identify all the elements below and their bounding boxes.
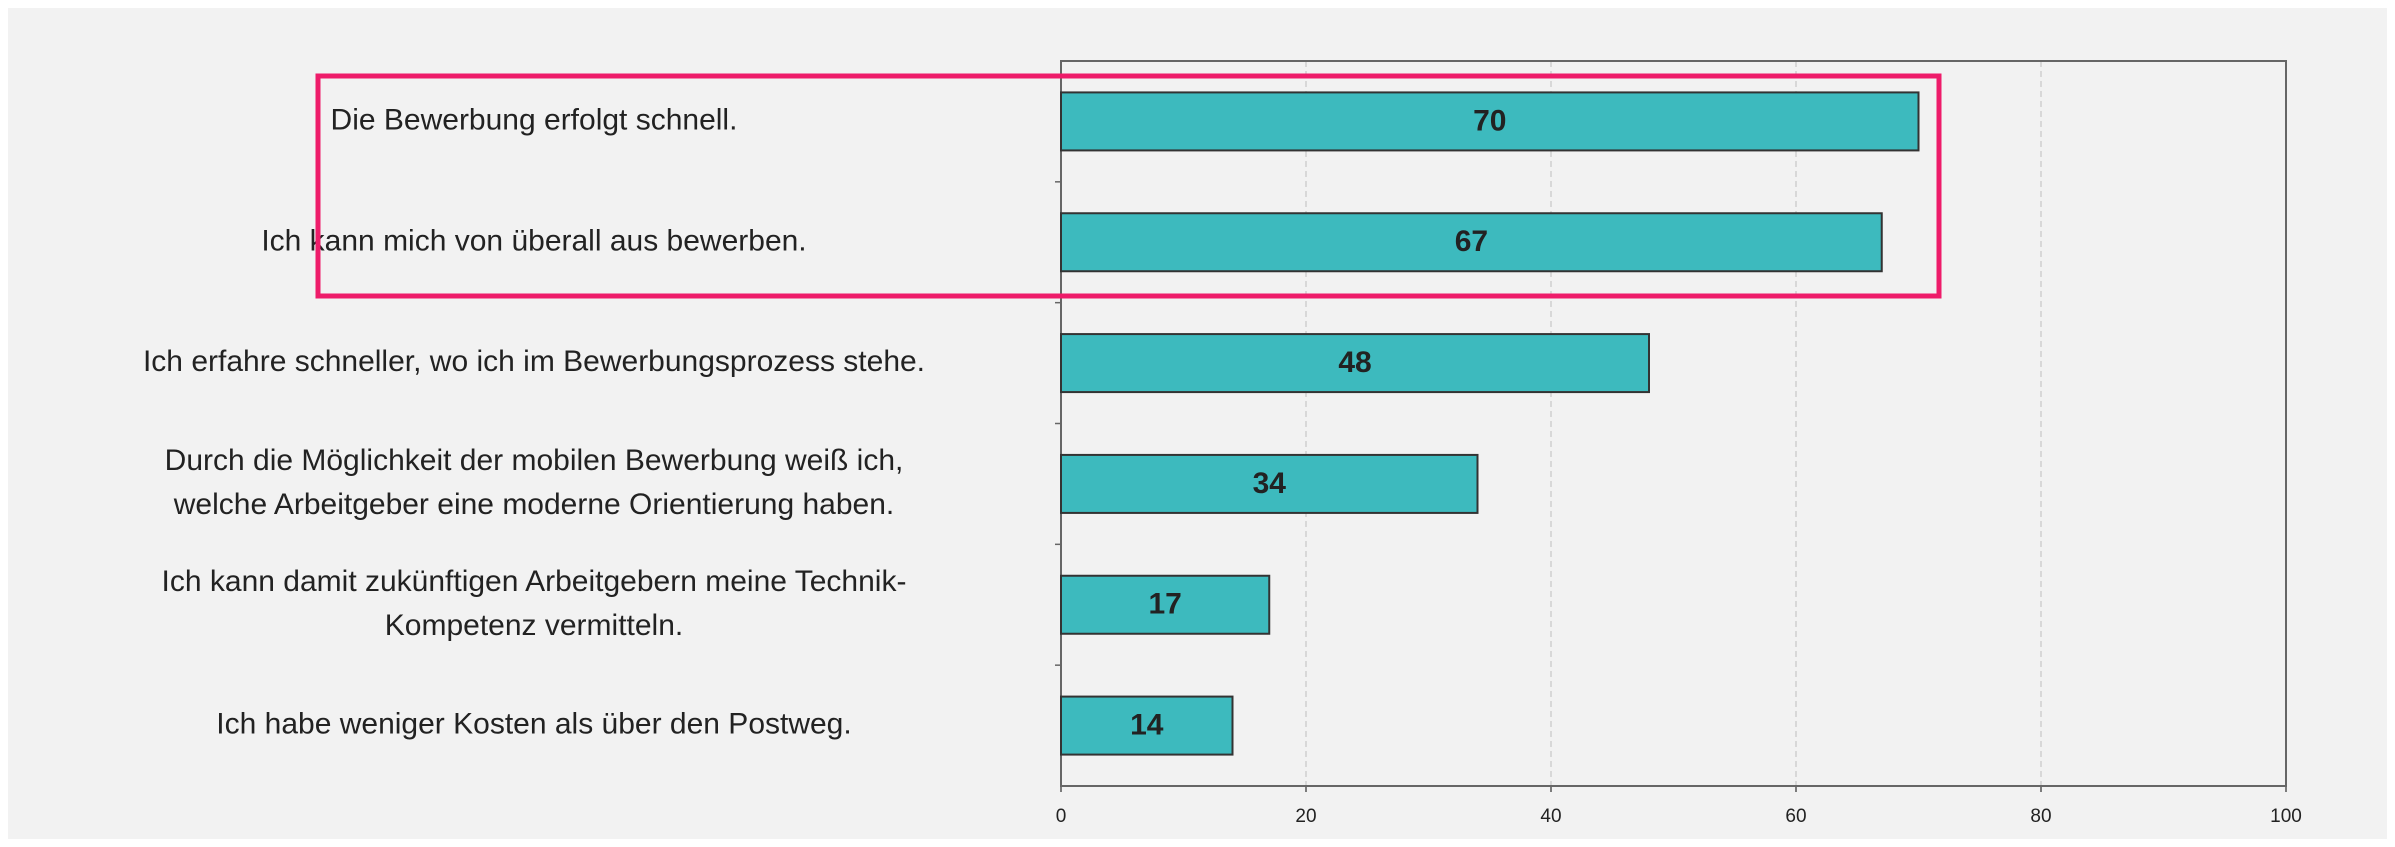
- y-tick-label: Ich erfahre schneller, wo ich im Bewerbu…: [143, 345, 925, 378]
- label-line: Ich kann mich von überall aus bewerben.: [261, 224, 806, 257]
- value-label: 14: [1130, 709, 1164, 742]
- x-tick-label: 20: [1295, 806, 1316, 827]
- y-tick-label: Ich kann damit zukünftigen Arbeitgebern …: [162, 565, 907, 642]
- label-line: Ich erfahre schneller, wo ich im Bewerbu…: [143, 345, 925, 378]
- value-label: 34: [1253, 467, 1287, 500]
- label-line: Die Bewerbung erfolgt schnell.: [331, 103, 738, 136]
- bar: [1060, 695, 1234, 756]
- x-tick-label: 0: [1056, 806, 1067, 827]
- y-tick-label: Durch die Möglichkeit der mobilen Bewerb…: [165, 444, 904, 521]
- bar: [1060, 212, 1883, 273]
- value-label: 67: [1455, 225, 1488, 258]
- value-label: 17: [1148, 588, 1181, 621]
- label-line: Ich kann damit zukünftigen Arbeitgebern …: [162, 565, 907, 598]
- bar: [1060, 453, 1479, 514]
- y-tick-label: Ich habe weniger Kosten als über den Pos…: [216, 708, 851, 741]
- label-line: Kompetenz vermitteln.: [385, 609, 683, 642]
- value-label: 70: [1473, 104, 1506, 137]
- bar: [1060, 333, 1650, 394]
- x-tick-label: 60: [1785, 806, 1806, 827]
- label-line: welche Arbeitgeber eine moderne Orientie…: [173, 488, 894, 521]
- y-tick-label: Ich kann mich von überall aus bewerben.: [261, 224, 806, 257]
- label-line: Ich habe weniger Kosten als über den Pos…: [216, 708, 851, 741]
- bar: [1060, 91, 1920, 152]
- x-tick-label: 100: [2270, 806, 2302, 827]
- x-tick-label: 40: [1540, 806, 1561, 827]
- x-tick-label: 80: [2030, 806, 2051, 827]
- bar: [1060, 574, 1271, 635]
- label-line: Durch die Möglichkeit der mobilen Bewerb…: [165, 444, 904, 477]
- y-tick-label: Die Bewerbung erfolgt schnell.: [331, 103, 738, 136]
- value-label: 48: [1338, 346, 1371, 379]
- highlight-box: [315, 73, 1942, 299]
